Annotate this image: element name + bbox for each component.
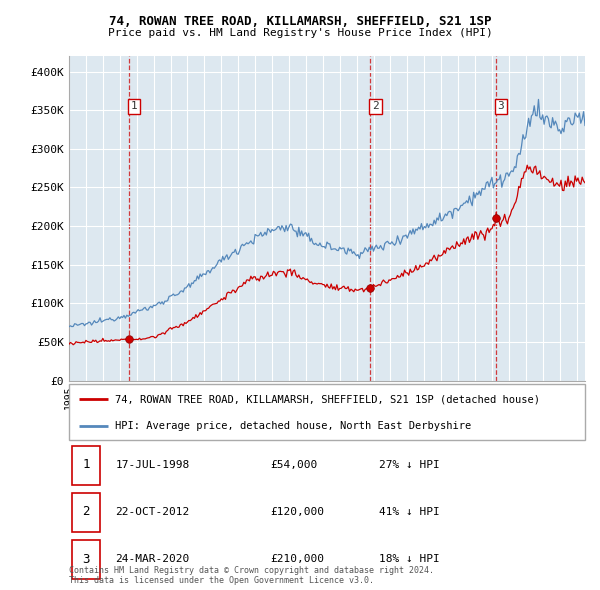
FancyBboxPatch shape (71, 445, 100, 484)
Text: 41% ↓ HPI: 41% ↓ HPI (379, 507, 439, 517)
Text: 24-MAR-2020: 24-MAR-2020 (115, 554, 190, 564)
Text: 2: 2 (372, 101, 379, 112)
Text: £54,000: £54,000 (270, 460, 317, 470)
Text: 74, ROWAN TREE ROAD, KILLAMARSH, SHEFFIELD, S21 1SP: 74, ROWAN TREE ROAD, KILLAMARSH, SHEFFIE… (109, 15, 491, 28)
Text: 3: 3 (82, 552, 89, 566)
Text: £210,000: £210,000 (270, 554, 324, 564)
FancyBboxPatch shape (71, 493, 100, 532)
Text: 27% ↓ HPI: 27% ↓ HPI (379, 460, 439, 470)
Text: 1: 1 (131, 101, 137, 112)
Text: Contains HM Land Registry data © Crown copyright and database right 2024.
This d: Contains HM Land Registry data © Crown c… (69, 566, 434, 585)
Text: HPI: Average price, detached house, North East Derbyshire: HPI: Average price, detached house, Nort… (115, 421, 472, 431)
Text: Price paid vs. HM Land Registry's House Price Index (HPI): Price paid vs. HM Land Registry's House … (107, 28, 493, 38)
Text: 74, ROWAN TREE ROAD, KILLAMARSH, SHEFFIELD, S21 1SP (detached house): 74, ROWAN TREE ROAD, KILLAMARSH, SHEFFIE… (115, 394, 541, 404)
FancyBboxPatch shape (69, 384, 585, 440)
Text: 17-JUL-1998: 17-JUL-1998 (115, 460, 190, 470)
Text: £120,000: £120,000 (270, 507, 324, 517)
Text: 2: 2 (82, 505, 89, 519)
Text: 1: 1 (82, 458, 89, 471)
Text: 18% ↓ HPI: 18% ↓ HPI (379, 554, 439, 564)
Text: 22-OCT-2012: 22-OCT-2012 (115, 507, 190, 517)
FancyBboxPatch shape (71, 540, 100, 579)
Text: 3: 3 (497, 101, 504, 112)
